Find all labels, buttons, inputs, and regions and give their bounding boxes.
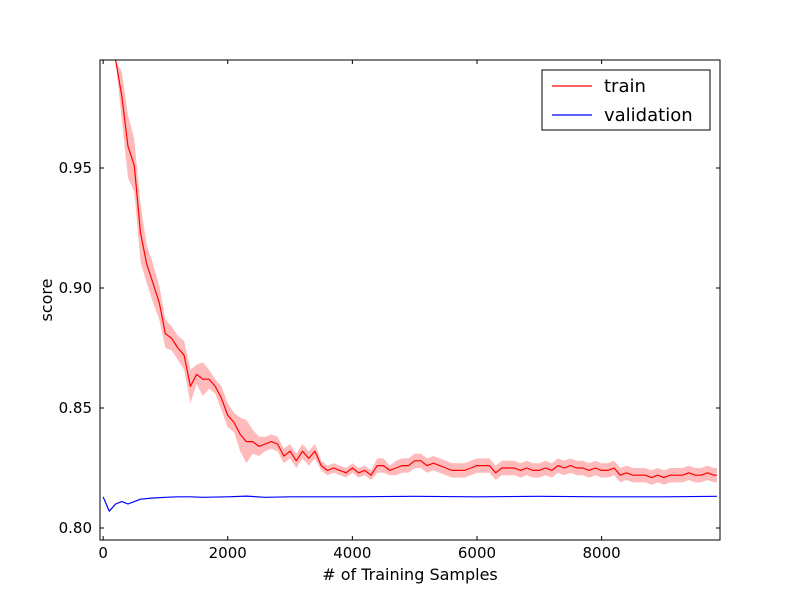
- y-tick-label: 0.85: [59, 399, 92, 417]
- x-tick-label: 6000: [458, 544, 496, 562]
- y-tick-label: 0.90: [59, 279, 92, 297]
- series-line-layer: [102, 59, 717, 512]
- legend: train validation: [541, 69, 711, 131]
- series-line-train: [115, 59, 717, 479]
- plot-frame: [99, 59, 721, 541]
- x-tick-label: 8000: [583, 544, 621, 562]
- y-axis-label: score: [37, 279, 56, 322]
- series-line-validation: [102, 495, 717, 512]
- y-tick-label: 0.80: [59, 519, 92, 537]
- y-tick-label: 0.95: [59, 159, 92, 177]
- legend-validation-label: validation: [604, 105, 693, 126]
- y-axis-ticks: 0.80 0.85 0.90 0.95: [59, 159, 720, 537]
- legend-box: [541, 69, 711, 131]
- x-axis-ticks: 0 2000 4000 6000 8000: [98, 60, 621, 562]
- x-tick-label: 2000: [209, 544, 247, 562]
- x-tick-label: 0: [98, 544, 108, 562]
- x-tick-label: 4000: [333, 544, 371, 562]
- x-axis-label: # of Training Samples: [322, 565, 498, 584]
- legend-train-label: train: [604, 76, 646, 97]
